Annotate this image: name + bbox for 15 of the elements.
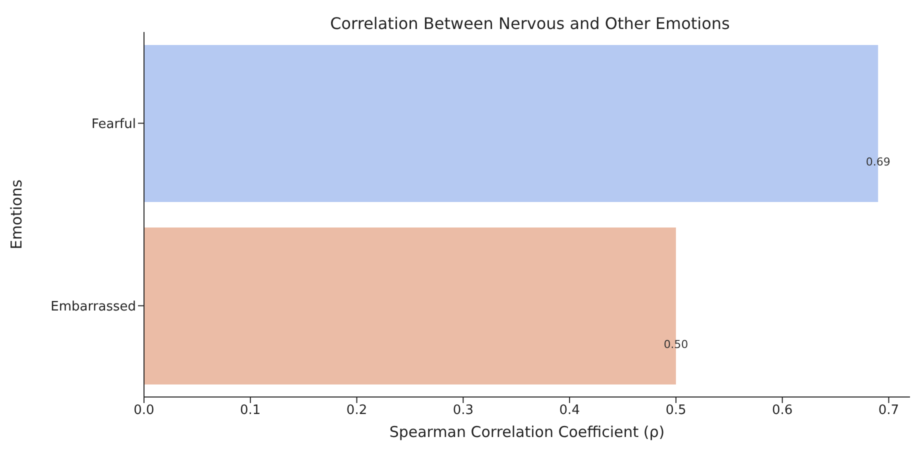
chart-title: Correlation Between Nervous and Other Emotions (329, 14, 731, 33)
y-axis-title: Emotions (7, 179, 26, 250)
x-axis-title: Spearman Correlation Coefficient (ρ) (389, 423, 665, 441)
y-tick-label: Embarrassed (50, 299, 136, 314)
x-tick-label: 0.5 (666, 403, 686, 418)
x-tick-label: 0.2 (346, 403, 368, 418)
x-tick-label: 0.1 (240, 403, 261, 418)
data-label: 0.50 (664, 338, 688, 351)
x-tick-label: 0.0 (134, 403, 154, 418)
y-tick-label: Fearful (91, 116, 136, 132)
x-tick-label: 0.6 (772, 403, 793, 418)
data-label: 0.69 (866, 156, 890, 168)
x-tick-label: 0.7 (878, 403, 900, 418)
x-tick-label: 0.4 (559, 403, 580, 418)
x-tick-label: 0.3 (452, 403, 474, 418)
